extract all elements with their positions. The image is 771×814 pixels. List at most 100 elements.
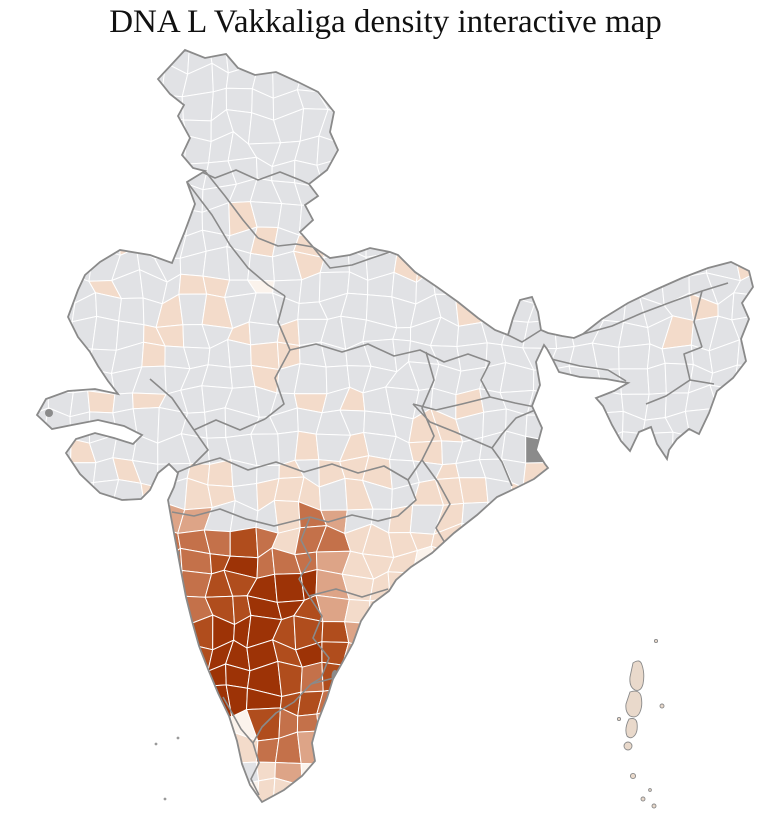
district-cell[interactable]: [672, 138, 695, 160]
district-cell[interactable]: [159, 663, 187, 696]
district-cell[interactable]: [614, 40, 647, 67]
district-cell[interactable]: [501, 160, 528, 184]
district-cell[interactable]: [646, 362, 667, 395]
district-cell[interactable]: [591, 230, 622, 259]
district-cell[interactable]: [639, 575, 670, 600]
district-cell[interactable]: [593, 475, 624, 508]
district-cell[interactable]: [592, 271, 627, 305]
district-cell[interactable]: [549, 273, 577, 296]
district-cell[interactable]: [429, 62, 464, 99]
district-cell[interactable]: [385, 90, 419, 121]
district-cell[interactable]: [706, 783, 743, 807]
district-cell[interactable]: [547, 708, 582, 743]
district-cell[interactable]: [480, 548, 505, 573]
district-cell[interactable]: [182, 643, 214, 672]
district-cell[interactable]: [41, 782, 74, 811]
district-cell[interactable]: [19, 207, 52, 235]
district-cell[interactable]: [431, 617, 459, 641]
district-cell[interactable]: [225, 87, 253, 114]
district-cell[interactable]: [573, 61, 598, 95]
district-cell[interactable]: [180, 732, 207, 763]
district-cell[interactable]: [21, 619, 53, 651]
district-cell[interactable]: [569, 499, 597, 530]
district-cell[interactable]: [458, 477, 489, 504]
district-cell[interactable]: [394, 202, 418, 231]
district-cell[interactable]: [731, 666, 759, 689]
district-cell[interactable]: [26, 62, 48, 97]
district-cell[interactable]: [133, 48, 167, 71]
district-cell[interactable]: [622, 160, 649, 185]
district-cell[interactable]: [597, 752, 622, 786]
district-cell[interactable]: [637, 246, 675, 277]
district-cell[interactable]: [162, 569, 183, 598]
district-cell[interactable]: [43, 683, 72, 719]
district-cell[interactable]: [707, 624, 741, 650]
district-cell[interactable]: [140, 482, 159, 505]
district-cell[interactable]: [21, 339, 42, 374]
district-cell[interactable]: [138, 692, 166, 715]
district-cell[interactable]: [545, 227, 576, 260]
district-cell[interactable]: [689, 202, 718, 237]
district-cell[interactable]: [641, 755, 669, 784]
district-cell[interactable]: [456, 660, 490, 687]
district-cell[interactable]: [153, 134, 188, 167]
district-cell[interactable]: [645, 638, 672, 668]
district-cell[interactable]: [394, 227, 421, 253]
district-cell[interactable]: [86, 596, 119, 621]
district-cell[interactable]: [407, 64, 443, 99]
district-cell[interactable]: [523, 777, 551, 804]
district-cell[interactable]: [364, 622, 395, 649]
district-cell[interactable]: [592, 546, 621, 573]
district-cell[interactable]: [26, 176, 52, 211]
district-cell[interactable]: [550, 571, 579, 604]
district-cell[interactable]: [256, 777, 276, 810]
district-cell[interactable]: [684, 407, 720, 437]
district-cell[interactable]: [549, 251, 577, 283]
district-cell[interactable]: [480, 90, 512, 122]
district-cell[interactable]: [712, 69, 743, 95]
district-cell[interactable]: [616, 209, 647, 236]
district-cell[interactable]: [85, 571, 119, 601]
district-cell[interactable]: [729, 708, 760, 734]
district-cell[interactable]: [479, 112, 512, 145]
district-cell[interactable]: [528, 574, 553, 600]
district-cell[interactable]: [66, 132, 93, 164]
district-cell[interactable]: [549, 461, 573, 488]
district-cell[interactable]: [431, 248, 467, 276]
district-cell[interactable]: [668, 546, 689, 583]
district-cell[interactable]: [479, 763, 510, 783]
district-cell[interactable]: [503, 250, 534, 280]
district-cell[interactable]: [363, 640, 395, 671]
district-cell[interactable]: [576, 177, 604, 212]
district-cell[interactable]: [68, 572, 89, 601]
district-cell[interactable]: [300, 661, 324, 693]
district-cell[interactable]: [711, 501, 739, 531]
district-cell[interactable]: [665, 663, 691, 692]
district-cell[interactable]: [392, 641, 421, 667]
district-cell[interactable]: [707, 685, 742, 719]
district-cell[interactable]: [109, 503, 146, 535]
district-cell[interactable]: [111, 185, 141, 209]
district-cell[interactable]: [316, 179, 350, 206]
district-cell[interactable]: [688, 92, 714, 122]
district-cell[interactable]: [207, 458, 234, 488]
district-cell[interactable]: [475, 779, 510, 803]
district-cell[interactable]: [591, 62, 628, 99]
district-cell[interactable]: [571, 227, 598, 260]
district-cell[interactable]: [342, 113, 368, 146]
district-cell[interactable]: [661, 344, 694, 366]
district-cell[interactable]: [365, 758, 397, 784]
district-cell[interactable]: [592, 109, 624, 145]
district-cell[interactable]: [347, 740, 369, 762]
district-cell[interactable]: [49, 732, 75, 765]
district-cell[interactable]: [478, 708, 505, 739]
district-cell[interactable]: [66, 85, 96, 115]
district-cell[interactable]: [316, 204, 350, 237]
district-cell[interactable]: [163, 595, 189, 626]
district-cell[interactable]: [69, 660, 94, 690]
district-cell[interactable]: [22, 592, 53, 626]
district-cell[interactable]: [90, 523, 122, 554]
district-cell[interactable]: [386, 137, 421, 162]
district-cell[interactable]: [591, 254, 621, 275]
district-cell[interactable]: [64, 710, 97, 734]
